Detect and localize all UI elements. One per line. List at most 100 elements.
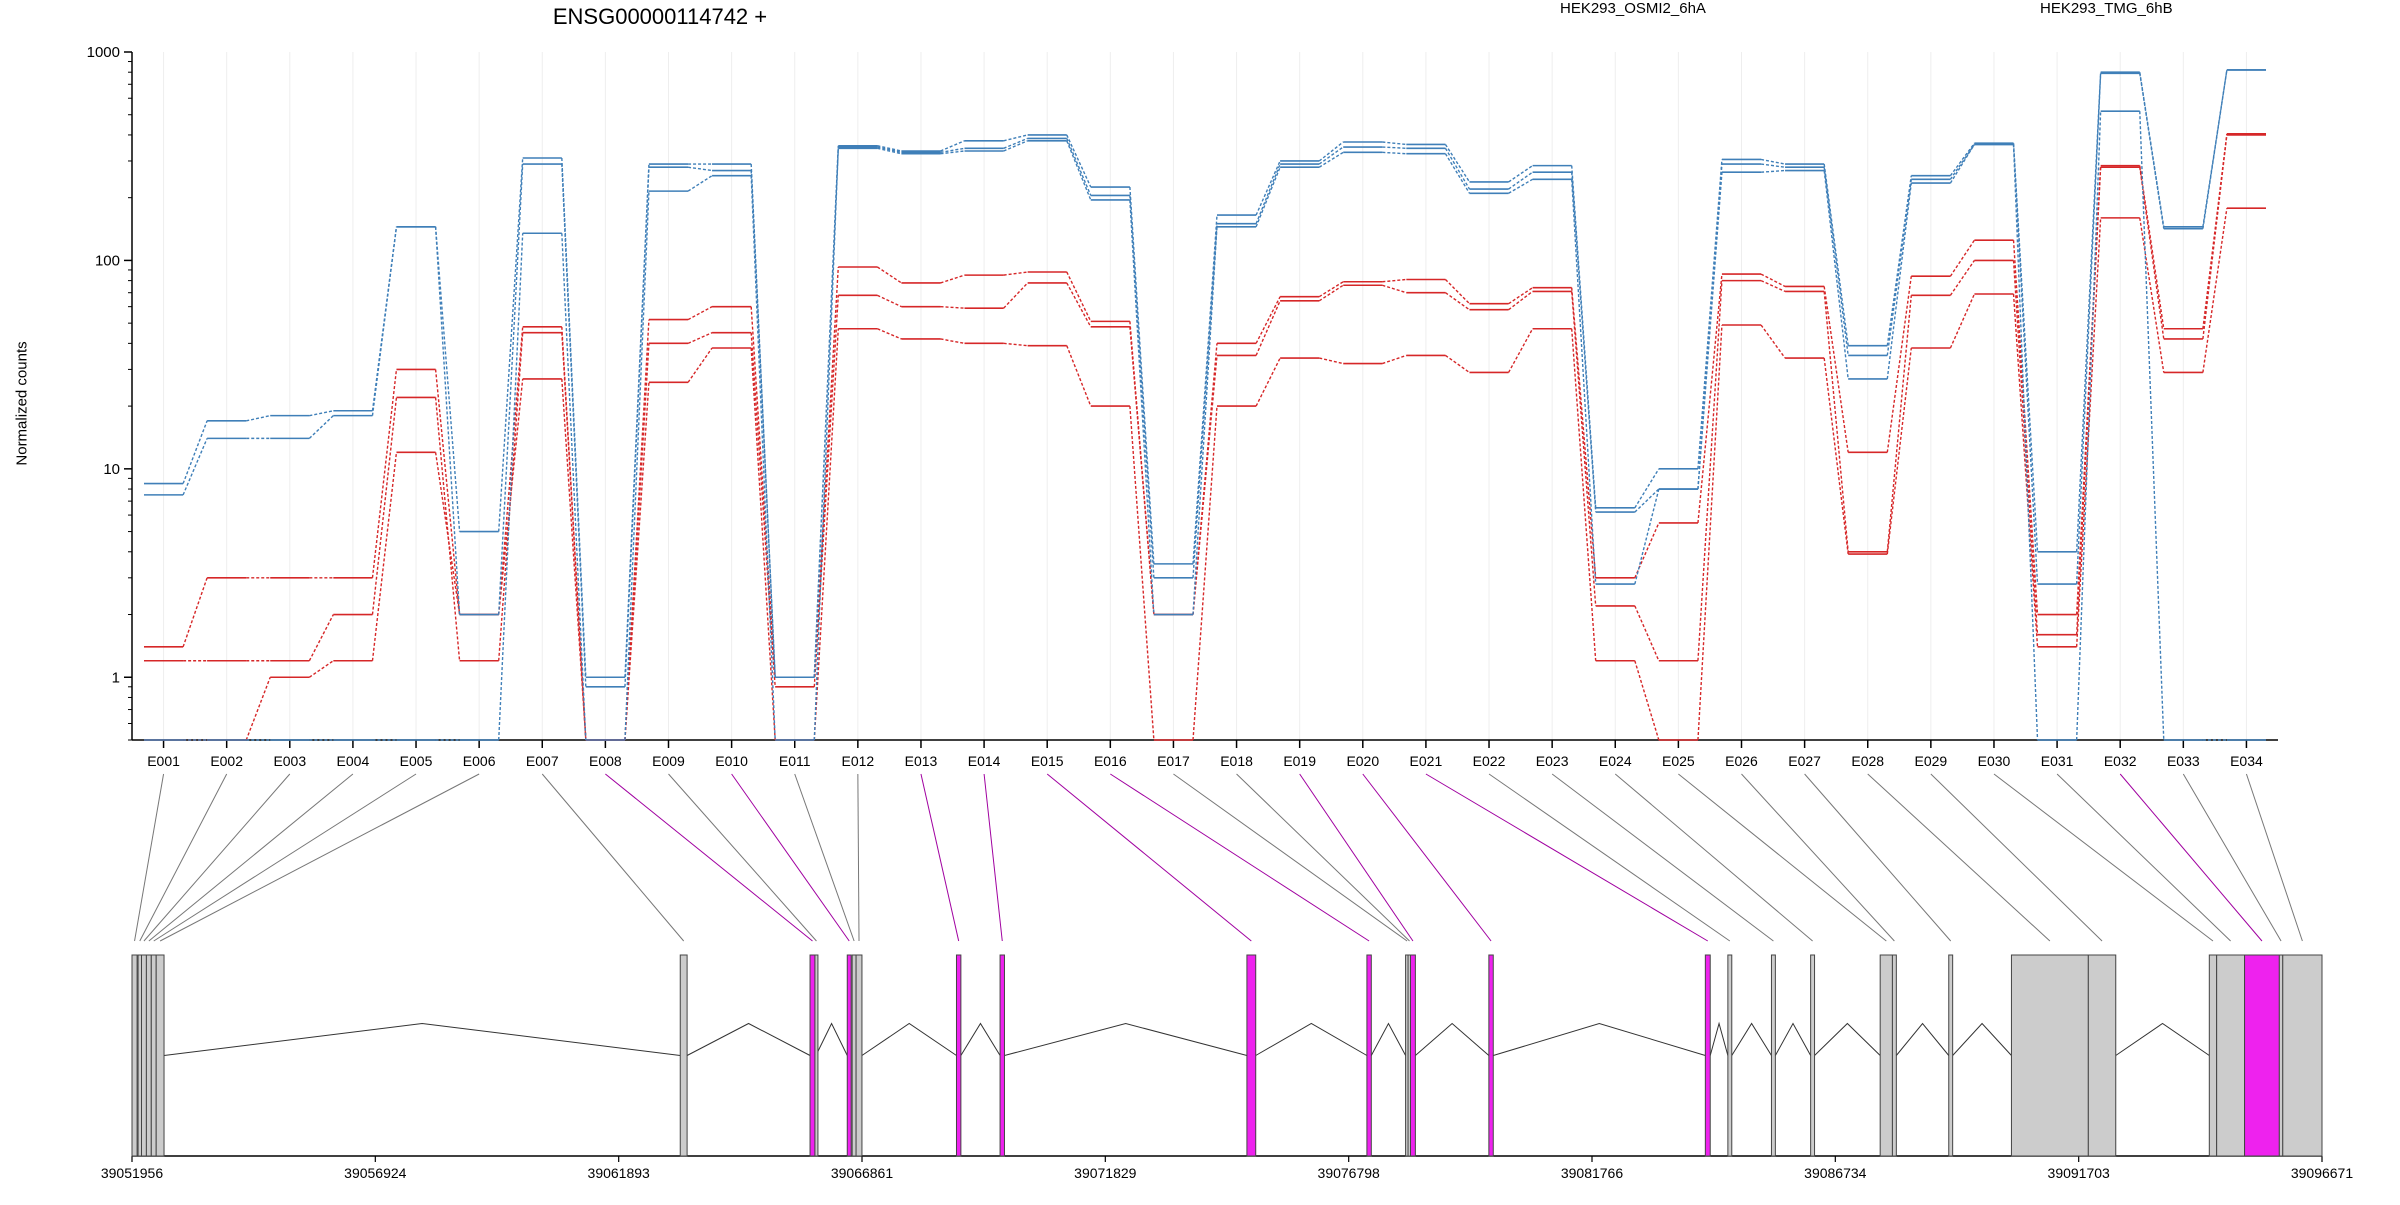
x-tick-label: E023 — [1536, 753, 1569, 769]
exon-connector-E003 — [143, 773, 291, 942]
exon-connector-E021 — [1425, 773, 1709, 942]
intron — [163, 1022, 681, 1056]
genomic-tick-label: 39051956 — [101, 1165, 164, 1181]
exon-box-E031 — [2216, 954, 2246, 1157]
exon-connector-E013 — [920, 773, 960, 942]
intron — [686, 1022, 811, 1056]
exon-box-E011 — [851, 954, 857, 1157]
exon-box-E013 — [955, 954, 962, 1157]
x-tick-label: E027 — [1788, 753, 1821, 769]
genomic-tick-label: 39066861 — [831, 1165, 894, 1181]
exon-connector-E014 — [983, 773, 1003, 942]
x-tick-label: E009 — [652, 753, 685, 769]
intron — [1415, 1022, 1490, 1056]
intron — [960, 1022, 1001, 1056]
exon-connector-E031 — [2056, 773, 2231, 942]
exon-connector-E007 — [541, 773, 685, 942]
intron — [815, 1022, 848, 1056]
exon-connector-E008 — [605, 773, 813, 942]
x-tick-label: E034 — [2230, 753, 2263, 769]
genomic-tick-label: 39056924 — [344, 1165, 407, 1181]
exon-box-E015 — [1246, 954, 1257, 1157]
series-1-line-1 — [182, 69, 2228, 687]
genomic-tick-label: 39081766 — [1561, 1165, 1624, 1181]
x-tick-label: E028 — [1851, 753, 1884, 769]
x-tick-label: E002 — [210, 753, 243, 769]
exon-box-E003 — [141, 954, 147, 1157]
x-tick-label: E026 — [1725, 753, 1758, 769]
exon-box-E029 — [2087, 954, 2117, 1157]
x-tick-label: E020 — [1346, 753, 1379, 769]
intron — [1952, 1022, 2012, 1056]
x-tick-label: E015 — [1031, 753, 1064, 769]
exon-connector-E028 — [1867, 773, 2051, 942]
exon-box-E026 — [1891, 954, 1897, 1157]
series-1-line-0 — [182, 69, 2228, 678]
x-tick-label: E007 — [526, 753, 559, 769]
x-tick-label: E003 — [273, 753, 306, 769]
genomic-tick-label: 39086734 — [1804, 1165, 1867, 1181]
exon-connector-E001 — [134, 773, 165, 942]
exon-box-E009 — [814, 954, 819, 1157]
genomic-tick-label: 39096671 — [2291, 1165, 2354, 1181]
exon-box-E019 — [1409, 954, 1416, 1157]
x-tick-label: E024 — [1599, 753, 1632, 769]
exon-box-E005 — [150, 954, 157, 1157]
exon-connector-E034 — [2245, 773, 2303, 942]
x-tick-label: E005 — [400, 753, 433, 769]
x-tick-label: E033 — [2167, 753, 2200, 769]
x-tick-label: E029 — [1915, 753, 1948, 769]
exon-box-E032 — [2244, 954, 2280, 1157]
x-tick-label: E018 — [1220, 753, 1253, 769]
exon-connector-E010 — [731, 773, 850, 942]
x-tick-label: E008 — [589, 753, 622, 769]
series-0-line-0 — [182, 133, 2228, 741]
intron — [1255, 1022, 1368, 1056]
exon-box-E033 — [2278, 954, 2284, 1157]
intron — [1709, 1021, 1729, 1056]
exon-box-E025 — [1879, 954, 1893, 1157]
exon-box-E012 — [855, 954, 863, 1157]
x-tick-label: E012 — [842, 753, 875, 769]
exon-connector-E026 — [1741, 773, 1895, 942]
intron — [1895, 1022, 1950, 1056]
x-tick-label: E025 — [1662, 753, 1695, 769]
exon-box-E006 — [155, 954, 165, 1157]
exon-connector-E024 — [1614, 773, 1813, 942]
exon-box-E022 — [1727, 954, 1733, 1157]
y-tick-label: 100 — [95, 252, 120, 269]
exon-connector-E023 — [1551, 773, 1774, 942]
exon-connector-E030 — [1993, 773, 2214, 942]
intron — [1493, 1022, 1706, 1056]
intron — [1370, 1022, 1407, 1056]
exon-box-E034 — [2282, 954, 2323, 1157]
x-tick-label: E031 — [2041, 753, 2074, 769]
exon-box-E028 — [2010, 954, 2089, 1157]
exon-connector-E017 — [1173, 773, 1408, 942]
exon-box-E001 — [131, 954, 138, 1157]
exon-connector-E011 — [794, 773, 855, 942]
exon-box-E008 — [809, 954, 816, 1157]
intron — [2115, 1022, 2210, 1056]
x-tick-label: E019 — [1283, 753, 1316, 769]
exon-connector-E004 — [148, 773, 354, 942]
exon-box-E014 — [999, 954, 1005, 1157]
intron — [1774, 1022, 1812, 1056]
x-tick-label: E016 — [1094, 753, 1127, 769]
series-0-line-1 — [183, 134, 2228, 741]
exon-connector-E022 — [1488, 773, 1731, 942]
exon-connector-E002 — [139, 773, 228, 942]
intron — [861, 1022, 957, 1056]
exon-box-E007 — [679, 954, 688, 1157]
exon-connector-E025 — [1678, 773, 1887, 942]
x-tick-label: E010 — [715, 753, 748, 769]
x-tick-label: E013 — [905, 753, 938, 769]
y-tick-label: 10 — [103, 461, 120, 478]
exon-connector-E012 — [857, 773, 860, 942]
exon-connector-E027 — [1804, 773, 1952, 942]
genomic-tick-label: 39071829 — [1074, 1165, 1137, 1181]
x-tick-label: E017 — [1157, 753, 1190, 769]
exon-connector-E016 — [1110, 773, 1370, 942]
x-tick-label: E011 — [779, 753, 811, 769]
